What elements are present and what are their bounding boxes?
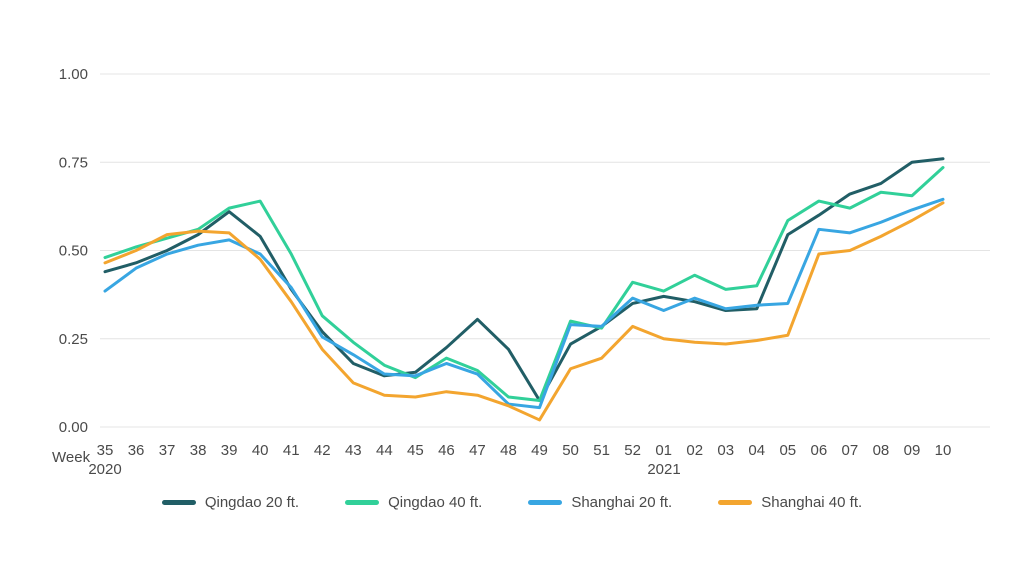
x-tick-label: 44 — [376, 442, 393, 459]
x-tick-label: 09 — [904, 442, 921, 459]
x-tick-label: 43 — [345, 442, 362, 459]
legend-item-qingdao-40-ft[interactable]: Qingdao 40 ft. — [345, 494, 482, 511]
x-tick-label: 08 — [873, 442, 890, 459]
x-tick-label: 03 — [717, 442, 734, 459]
x-tick-label: 05 — [779, 442, 796, 459]
x-tick-label: 45 — [407, 442, 424, 459]
x-tick-label: 48 — [500, 442, 517, 459]
legend: Qingdao 20 ft. Qingdao 40 ft. Shanghai 20 … — [0, 494, 1024, 511]
legend-item-qingdao-20-ft[interactable]: Qingdao 20 ft. — [161, 494, 300, 511]
x-tick-label: 04 — [748, 442, 765, 459]
x-tick-label: 51 — [593, 442, 610, 459]
x-axis-year-2021: 2021 — [647, 461, 681, 478]
x-tick-label: 38 — [190, 442, 207, 459]
x-tick-label: 41 — [283, 442, 300, 459]
legend-item-shanghai-20-ft[interactable]: Shanghai 20 ft. — [528, 494, 672, 511]
legend-label: Shanghai 20 ft. — [571, 494, 673, 511]
legend-swatch — [528, 500, 563, 505]
x-tick-label: 47 — [469, 442, 486, 459]
legend-swatch — [345, 500, 380, 505]
x-tick-label: 46 — [438, 442, 455, 459]
y-tick-label: 0.00 — [59, 419, 88, 436]
legend-item-shanghai-40-ft[interactable]: Shanghai 40 ft. — [718, 494, 862, 511]
y-tick-label: 0.75 — [59, 154, 88, 171]
x-tick-label: 36 — [128, 442, 145, 459]
x-tick-label: 02 — [686, 442, 703, 459]
x-tick-label: 01 — [655, 442, 672, 459]
legend-label: Shanghai 40 ft. — [761, 494, 863, 511]
x-tick-label: 07 — [842, 442, 859, 459]
legend-label: Qingdao 20 ft. — [204, 494, 300, 511]
y-tick-label: 1.00 — [59, 66, 88, 83]
legend-label: Qingdao 40 ft. — [388, 494, 483, 511]
x-tick-label: 37 — [159, 442, 176, 459]
x-tick-label: 35 — [97, 442, 114, 459]
x-tick-label: 52 — [624, 442, 641, 459]
x-tick-label: 40 — [252, 442, 269, 459]
x-axis-title: Week — [52, 449, 91, 466]
x-tick-label: 39 — [221, 442, 238, 459]
y-tick-label: 0.25 — [59, 331, 88, 348]
legend-swatch — [161, 500, 196, 505]
series-line-shanghai-40-ft — [103, 201, 945, 422]
x-tick-label: 49 — [531, 442, 548, 459]
series-line-qingdao-20-ft — [103, 157, 945, 403]
y-tick-label: 0.50 — [59, 243, 88, 260]
x-tick-label: 10 — [935, 442, 952, 459]
legend-swatch — [718, 500, 753, 505]
x-tick-label: 06 — [811, 442, 828, 459]
x-axis-year-2020: 2020 — [88, 461, 122, 478]
x-tick-label: 50 — [562, 442, 579, 459]
x-tick-label: 42 — [314, 442, 331, 459]
series-line-qingdao-40-ft — [103, 166, 945, 403]
